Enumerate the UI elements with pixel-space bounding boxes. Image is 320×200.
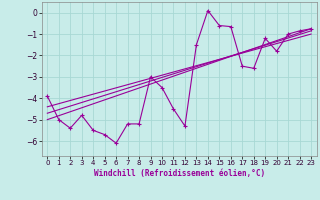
X-axis label: Windchill (Refroidissement éolien,°C): Windchill (Refroidissement éolien,°C): [94, 169, 265, 178]
